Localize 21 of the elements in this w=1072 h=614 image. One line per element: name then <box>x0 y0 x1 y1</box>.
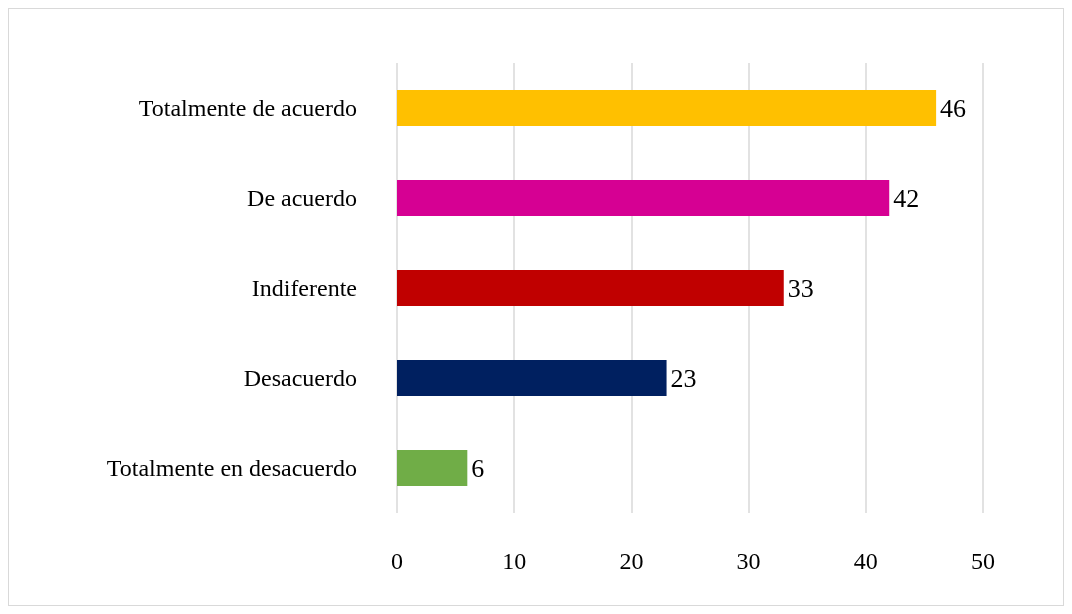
x-tick-label: 20 <box>619 548 644 574</box>
data-label: 33 <box>787 273 814 303</box>
data-label: 6 <box>471 453 485 483</box>
y-tick-label: Totalmente en desacuerdo <box>106 455 357 481</box>
x-tick-label: 40 <box>853 548 878 574</box>
bar <box>397 270 784 306</box>
data-label: 23 <box>670 363 697 393</box>
y-tick-label: Desacuerdo <box>243 365 357 391</box>
x-tick-label: 10 <box>502 548 527 574</box>
x-tick-label: 0 <box>391 548 403 574</box>
bar <box>397 90 937 126</box>
data-label: 42 <box>893 183 920 213</box>
x-tick-label: 50 <box>971 548 995 574</box>
bar <box>397 360 667 396</box>
bar <box>397 450 468 486</box>
y-tick-label: Totalmente de acuerdo <box>138 95 357 121</box>
data-label: 46 <box>940 93 967 123</box>
x-tick-label: 30 <box>736 548 761 574</box>
y-tick-label: De acuerdo <box>247 185 357 211</box>
bar <box>397 180 890 216</box>
y-tick-label: Indiferente <box>251 275 357 301</box>
